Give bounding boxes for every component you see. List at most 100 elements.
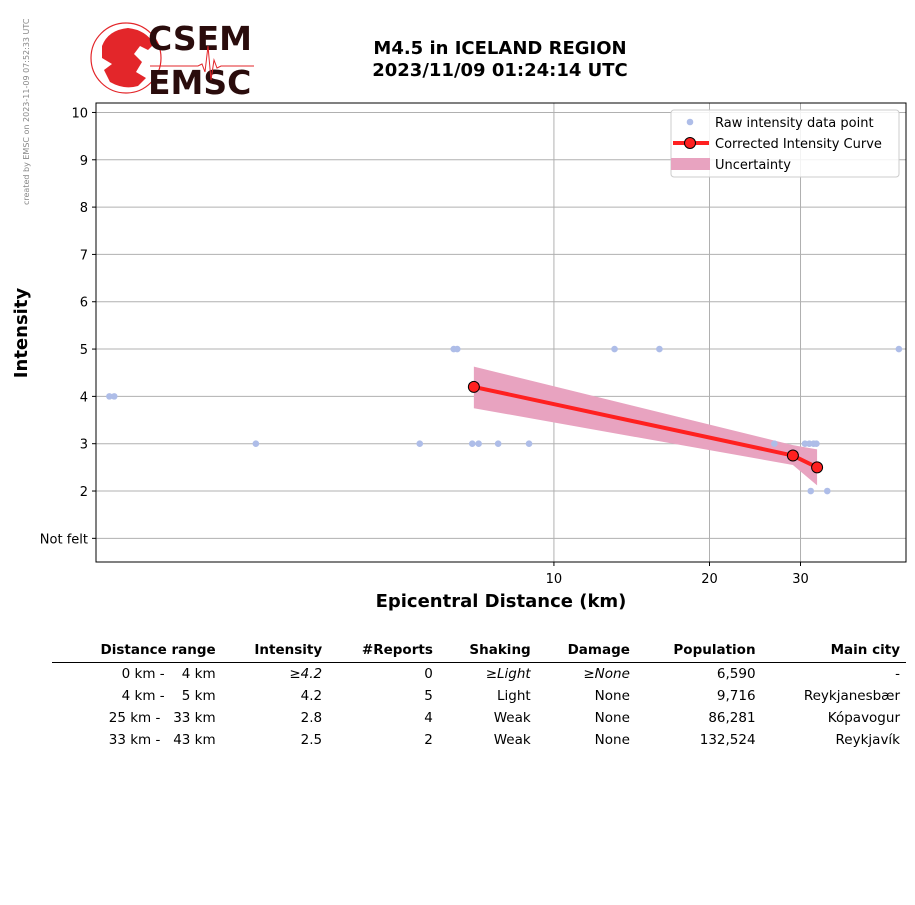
table-cell-reports: 2 [424,732,433,748]
legend-entry: Uncertainty [715,158,791,173]
curve-marker [467,380,480,393]
corrected-curve [467,380,824,474]
curve-marker [786,449,799,462]
x-tick-labels: 10 20 30 [546,572,809,587]
raw-data-point [823,487,831,495]
table-cell-intensity: 2.8 [300,710,323,726]
globe-icon [90,22,162,94]
intensity-table: Distance range Intensity #Reports Shaking Da… [52,640,906,751]
chart-title: M4.5 in ICELAND REGION 2023/11/09 01:24:… [300,38,700,82]
x-axis-label: Epicentral Distance (km) [376,591,627,612]
table-cell-shaking: Weak [493,710,531,726]
raw-data-point [468,440,476,448]
curve-marker [811,461,824,474]
raw-points [106,345,903,495]
x-tick-label: 30 [792,572,809,587]
table-cell-range: 0 km - 4 km [121,666,216,682]
table-cell-shaking: Light [497,688,531,704]
legend-raw-marker [686,118,694,126]
raw-data-point [106,393,113,400]
table-header-row: Distance range Intensity #Reports Shaking Da… [52,640,906,663]
x-tick-label: 10 [546,572,563,587]
legend-entry: Raw intensity data point [715,116,874,131]
table-row: 33 km - 43 km 2.5 2 Weak None 132,524 Reykjaví… [52,729,906,751]
table-cell-reports: 4 [424,710,433,726]
uncertainty-area [473,366,818,486]
y-tick-label: 2 [80,485,88,500]
map-shape-icon [102,28,154,88]
y-tick-labels: Not felt 2 3 4 5 6 7 8 9 10 [40,106,88,547]
y-tick-label: Not felt [40,532,88,547]
table-cell-damage: None [594,688,630,704]
table-cell-city: - [895,666,900,682]
raw-data-point [807,487,815,495]
table-row: 0 km - 4 km ≥4.2 0 ≥Light ≥None 6,590 - [52,663,906,686]
legend: Raw intensity data point Corrected Intens… [670,109,900,178]
table-cell-population: 132,524 [699,732,756,748]
raw-data-point [611,345,618,353]
table-body: 0 km - 4 km ≥4.2 0 ≥Light ≥None 6,590 - 4 km - … [52,663,906,752]
legend-curve-marker [684,137,696,149]
table-cell-shaking: Weak [493,732,531,748]
uncertainty-band [473,366,818,486]
title-line1: M4.5 in ICELAND REGION [373,38,627,59]
y-tick-label: 4 [80,390,88,405]
table-cell-population: 86,281 [708,710,756,726]
table-row: 25 km - 33 km 2.8 4 Weak None 86,281 Kópavogur [52,707,906,729]
legend-uncertainty-swatch [671,158,710,170]
seismogram-icon [150,45,254,81]
raw-data-point [416,440,424,448]
raw-data-point [895,345,903,353]
table-cell-city: Reykjavík [835,732,900,748]
table-cell-range: 4 km - 5 km [121,688,216,704]
column-header: Damage [536,640,636,663]
y-tick-label: 7 [80,248,88,263]
table-cell-intensity: 2.5 [300,732,323,748]
table-cell-reports: 5 [424,688,433,704]
y-tick-label: 8 [80,201,88,216]
table-cell-shaking: ≥Light [485,666,531,682]
raw-data-point [525,440,533,448]
column-header: Shaking [438,640,537,663]
column-header: Intensity [221,640,329,663]
column-header: #Reports [328,640,439,663]
table-cell-intensity: ≥4.2 [289,666,323,682]
intensity-chart: Not felt 2 3 4 5 6 7 8 9 10 10 20 30 Epicentral Dis… [11,102,907,612]
legend-entry: Corrected Intensity Curve [715,137,882,152]
y-tick-label: 6 [80,296,88,311]
table-cell-city: Reykjanesbær [803,688,900,704]
raw-data-point [475,440,482,448]
table-cell-damage: None [594,732,630,748]
x-tick-label: 20 [701,572,718,587]
table-cell-range: 25 km - 33 km [108,710,216,726]
raw-data-point [453,345,461,353]
y-tick-label: 3 [80,438,88,453]
logo-line1: CSEM [148,19,252,58]
logo-line2: EMSC [148,63,251,100]
table-cell-damage: None [594,710,630,726]
column-header: Distance range [52,640,222,663]
table-cell-city: Kópavogur [827,710,900,726]
raw-data-point [656,345,663,353]
table-cell-reports: 0 [424,666,433,682]
legend-box [670,109,900,178]
y-tick-label: 5 [80,343,88,358]
plot-frame [95,102,907,563]
raw-data-point [252,440,260,448]
raw-data-point [813,440,820,448]
y-tick-label: 9 [80,154,88,169]
y-tick-label: 10 [71,106,88,121]
column-header: Main city [761,640,906,663]
raw-data-point [110,393,118,400]
csem-emsc-logo: CSEM EMSC [90,19,254,100]
table-cell-range: 33 km - 43 km [108,732,216,748]
table-cell-damage: ≥None [583,666,630,682]
column-header: Population [635,640,762,663]
raw-data-point [494,440,502,448]
y-axis-label: Intensity [11,288,32,379]
table-row: 4 km - 5 km 4.2 5 Light None 9,716 Reykjanesbæ… [52,685,906,707]
raw-data-point [771,440,778,448]
table-cell-intensity: 4.2 [300,688,323,704]
title-line2: 2023/11/09 01:24:14 UTC [372,60,628,81]
table-cell-population: 9,716 [716,688,756,704]
